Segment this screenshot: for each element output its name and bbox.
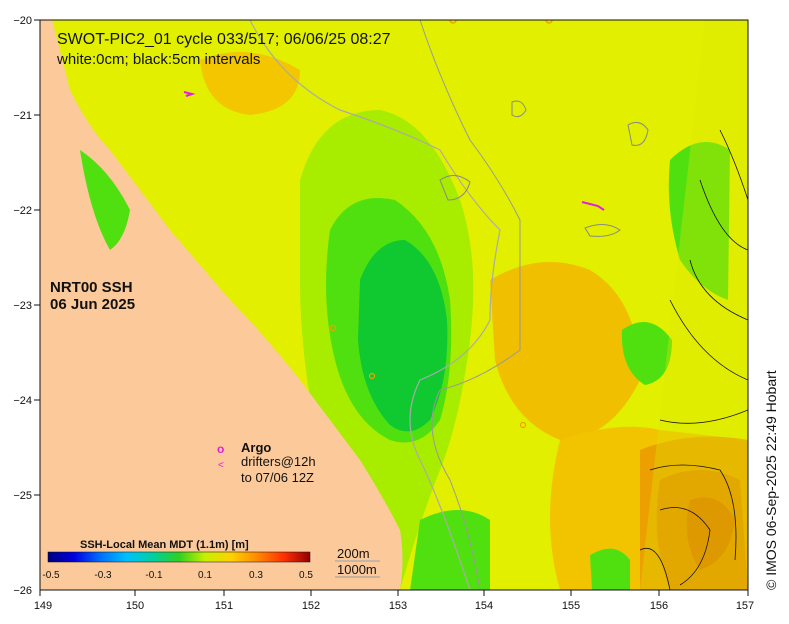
- lat-tick-21: −21: [13, 110, 32, 122]
- drifter-track-2: [581, 201, 605, 211]
- lon-tick-150: 150: [126, 600, 144, 612]
- ssh-contour-8: [719, 129, 748, 201]
- map-title: SWOT-PIC2_01 cycle 033/517; 06/06/25 08:…: [57, 31, 391, 48]
- lon-tick-157: 157: [736, 600, 754, 612]
- argo-float-1: [449, 20, 457, 24]
- ssh-contour-5: [649, 464, 737, 561]
- argo-legend-label: Argo: [241, 440, 272, 455]
- colorbar-tick-5: 0.3: [249, 570, 263, 581]
- argo-float-2: [545, 20, 553, 24]
- reef-outline-4: [511, 100, 527, 118]
- lon-tick-155: 155: [562, 600, 580, 612]
- colorbar-tick-4: 0.1: [198, 570, 212, 581]
- australia-land: [40, 20, 403, 590]
- isobath-1000m: [419, 20, 521, 590]
- ssh-contour-6: [659, 507, 711, 586]
- ssh-contour-7: [639, 548, 671, 590]
- reef-outline-2: [584, 224, 621, 237]
- lon-tick-153: 153: [389, 600, 407, 612]
- ssh-contour-1: [699, 179, 748, 251]
- ssh-low-east-strip: [668, 142, 730, 300]
- ssh-contour-2: [689, 259, 748, 321]
- depth-legend-1000: 1000m: [337, 562, 377, 577]
- ssh-low-eddy-core: [358, 240, 448, 432]
- argo-legend-symbol: o: [217, 442, 225, 456]
- ssh-high-patch-east: [490, 262, 640, 440]
- colorbar-tick-6: 0.5: [299, 570, 313, 581]
- lon-tick-154: 154: [475, 600, 493, 612]
- colorbar-tick-2: -0.3: [94, 570, 112, 581]
- map-subtitle: white:0cm; black:5cm intervals: [57, 51, 261, 68]
- ssh-low-east-blob: [621, 322, 672, 385]
- drifter-legend-symbol: <: [218, 460, 224, 471]
- argo-float-5: [368, 372, 376, 380]
- argo-float-3: [519, 421, 527, 429]
- lat-tick-25: −25: [13, 490, 32, 502]
- drifter-legend-label: drifters@12h: [241, 454, 316, 469]
- ssh-low-southeast-blob: [590, 548, 630, 590]
- lat-tick-20: −20: [13, 15, 32, 27]
- lon-tick-156: 156: [650, 600, 668, 612]
- lat-tick-22: −22: [13, 205, 32, 217]
- product-label: NRT00 SSH: [50, 279, 133, 296]
- colorbar: [47, 551, 311, 563]
- bay-green: [80, 150, 130, 250]
- ssh-contour-4: [659, 409, 748, 424]
- lat-tick-23: −23: [13, 300, 32, 312]
- colorbar-tick-3: -0.1: [145, 570, 163, 581]
- reef-outline-1: [439, 175, 471, 201]
- lon-tick-152: 152: [302, 600, 320, 612]
- depth-legend-200: 200m: [337, 546, 370, 561]
- ssh-high-patch-inner: [686, 497, 735, 570]
- colorbar-tick-1: -0.5: [42, 570, 60, 581]
- drifter-track-1: [183, 91, 196, 97]
- drifter-legend-period: to 07/06 12Z: [241, 470, 314, 485]
- lon-tick-151: 151: [215, 600, 233, 612]
- lat-tick-26: −26: [13, 585, 32, 597]
- reef-outline-3: [627, 121, 649, 146]
- colorbar-title: SSH-Local Mean MDT (1.1m) [m]: [80, 539, 249, 551]
- swot-swath-edge: [640, 20, 748, 590]
- imos-credit: © IMOS 06-Sep-2025 22:49 Hobart: [763, 370, 779, 590]
- product-date: 06 Jun 2025: [50, 296, 136, 313]
- ssh-contour-3: [669, 299, 748, 381]
- isobath-200m: [249, 20, 501, 590]
- ssh-low-south: [410, 510, 490, 590]
- argo-float-4: [329, 324, 337, 332]
- ssh-high-patch-north: [200, 52, 300, 115]
- axis-ticks: [34, 19, 749, 596]
- lon-tick-149: 149: [34, 600, 52, 612]
- lat-tick-24: −24: [13, 395, 32, 407]
